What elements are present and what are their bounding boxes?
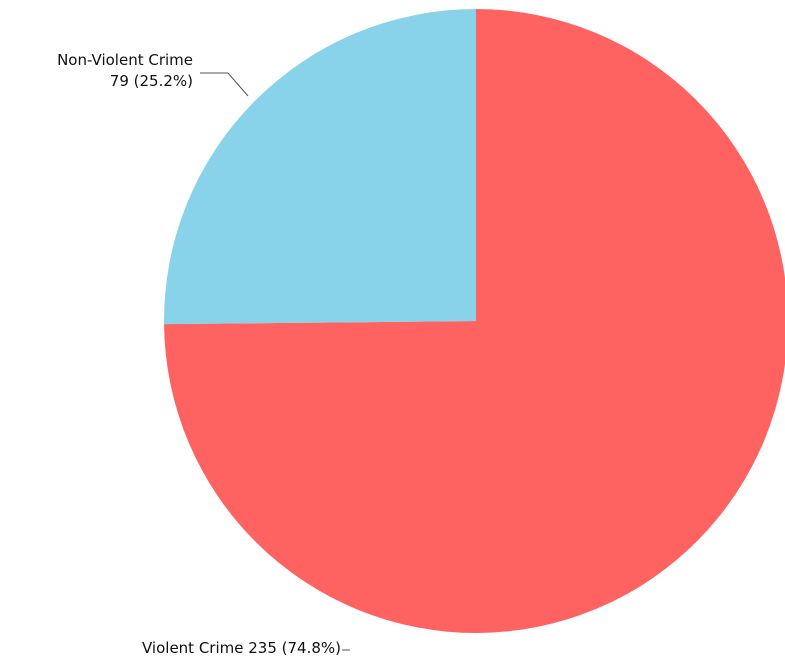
slice-label-violent-crime: Violent Crime 235 (74.8%) — [142, 639, 341, 657]
pie-slices — [164, 9, 785, 633]
leader-line-non-violent-crime — [200, 72, 249, 97]
slice-label-line: Non-Violent Crime — [57, 51, 193, 69]
slice-label-line: 79 (25.2%) — [110, 72, 193, 90]
pie-slice-violent-crime — [164, 9, 785, 633]
slice-labels: Violent Crime 235 (74.8%) Non-Violent Cri… — [57, 51, 350, 657]
slice-label-line: Violent Crime 235 (74.8%) — [142, 639, 341, 657]
slice-label-non-violent-crime: Non-Violent Crime 79 (25.2%) — [57, 51, 193, 90]
pie-slice-non-violent-crime — [164, 9, 476, 325]
